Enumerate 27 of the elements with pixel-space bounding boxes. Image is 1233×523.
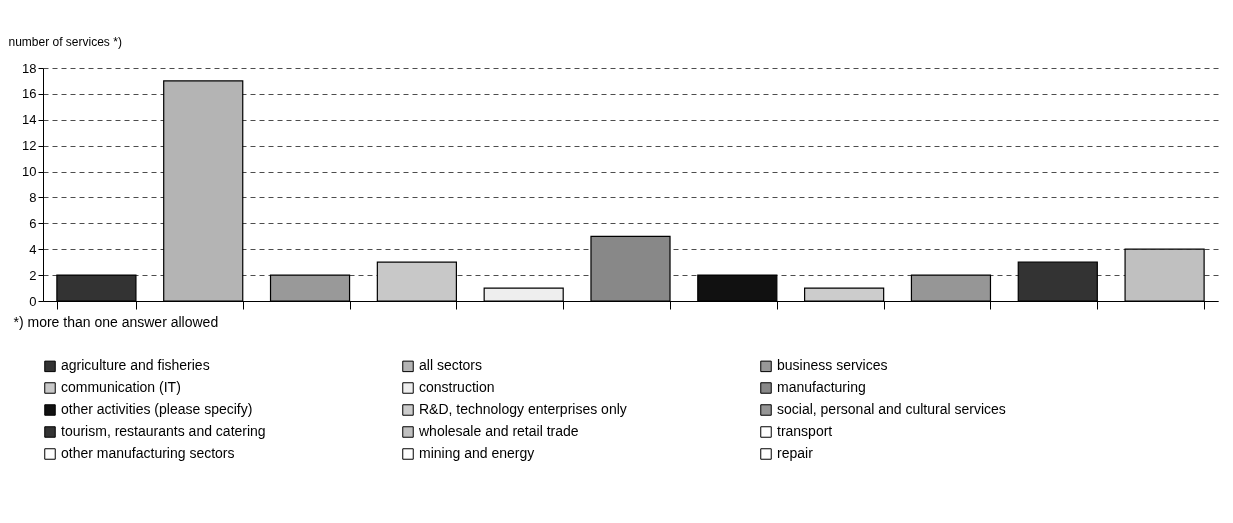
y-tick-label: 0	[29, 293, 37, 309]
y-tick-label: 18	[22, 60, 37, 76]
legend-label: repair	[777, 445, 814, 461]
legend-label: communication (IT)	[61, 379, 181, 395]
legend-label: other manufacturing sectors	[61, 445, 235, 461]
y-tick-label: 14	[22, 112, 37, 128]
legend-label: all sectors	[419, 357, 483, 374]
legend-label: manufacturing	[777, 379, 866, 395]
y-tick-label: 10	[22, 164, 37, 180]
y-axis-title: number of services *)	[8, 34, 122, 49]
y-tick-label: 4	[29, 241, 37, 257]
legend-label: other activities (please specify)	[61, 401, 253, 417]
text: *) more than one answer allowed	[13, 313, 219, 330]
y-tick-label: 8	[29, 189, 37, 205]
legend-label: construction	[419, 379, 495, 395]
legend-label: business services	[777, 357, 888, 374]
legend-label: social, personal and cultural services	[777, 401, 1006, 417]
y-tick-label: 2	[29, 267, 37, 283]
legend-label: agriculture and fisheries	[61, 357, 210, 374]
y-tick-label: 6	[29, 215, 37, 231]
legend-label: tourism, restaurants and catering	[61, 423, 266, 439]
y-tick-label: 12	[22, 138, 37, 154]
legend-label: mining and energy	[419, 445, 535, 461]
legend-label: wholesale and retail trade	[418, 423, 579, 439]
y-tick-label: 16	[22, 86, 37, 102]
legend-label: R&D, technology enterprises only	[419, 401, 627, 417]
legend-label: transport	[777, 423, 833, 439]
